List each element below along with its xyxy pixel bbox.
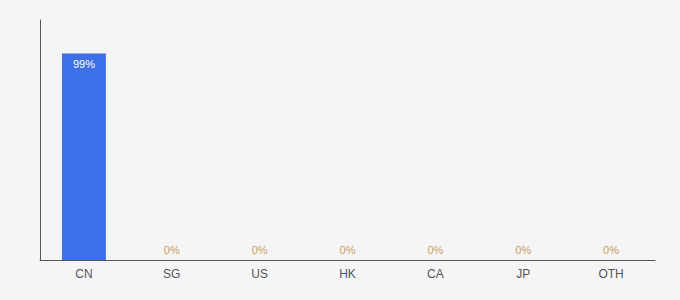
svg-text:0%: 0% [164,244,180,256]
svg-text:JP: JP [516,267,530,281]
svg-text:CN: CN [75,267,92,281]
svg-text:CA: CA [427,267,444,281]
svg-text:99%: 99% [73,58,95,70]
svg-text:0%: 0% [603,244,619,256]
svg-text:0%: 0% [340,244,356,256]
svg-text:OTH: OTH [598,267,623,281]
svg-text:US: US [251,267,268,281]
svg-text:HK: HK [339,267,356,281]
svg-text:0%: 0% [515,244,531,256]
svg-text:SG: SG [163,267,180,281]
svg-text:0%: 0% [427,244,443,256]
svg-text:0%: 0% [252,244,268,256]
